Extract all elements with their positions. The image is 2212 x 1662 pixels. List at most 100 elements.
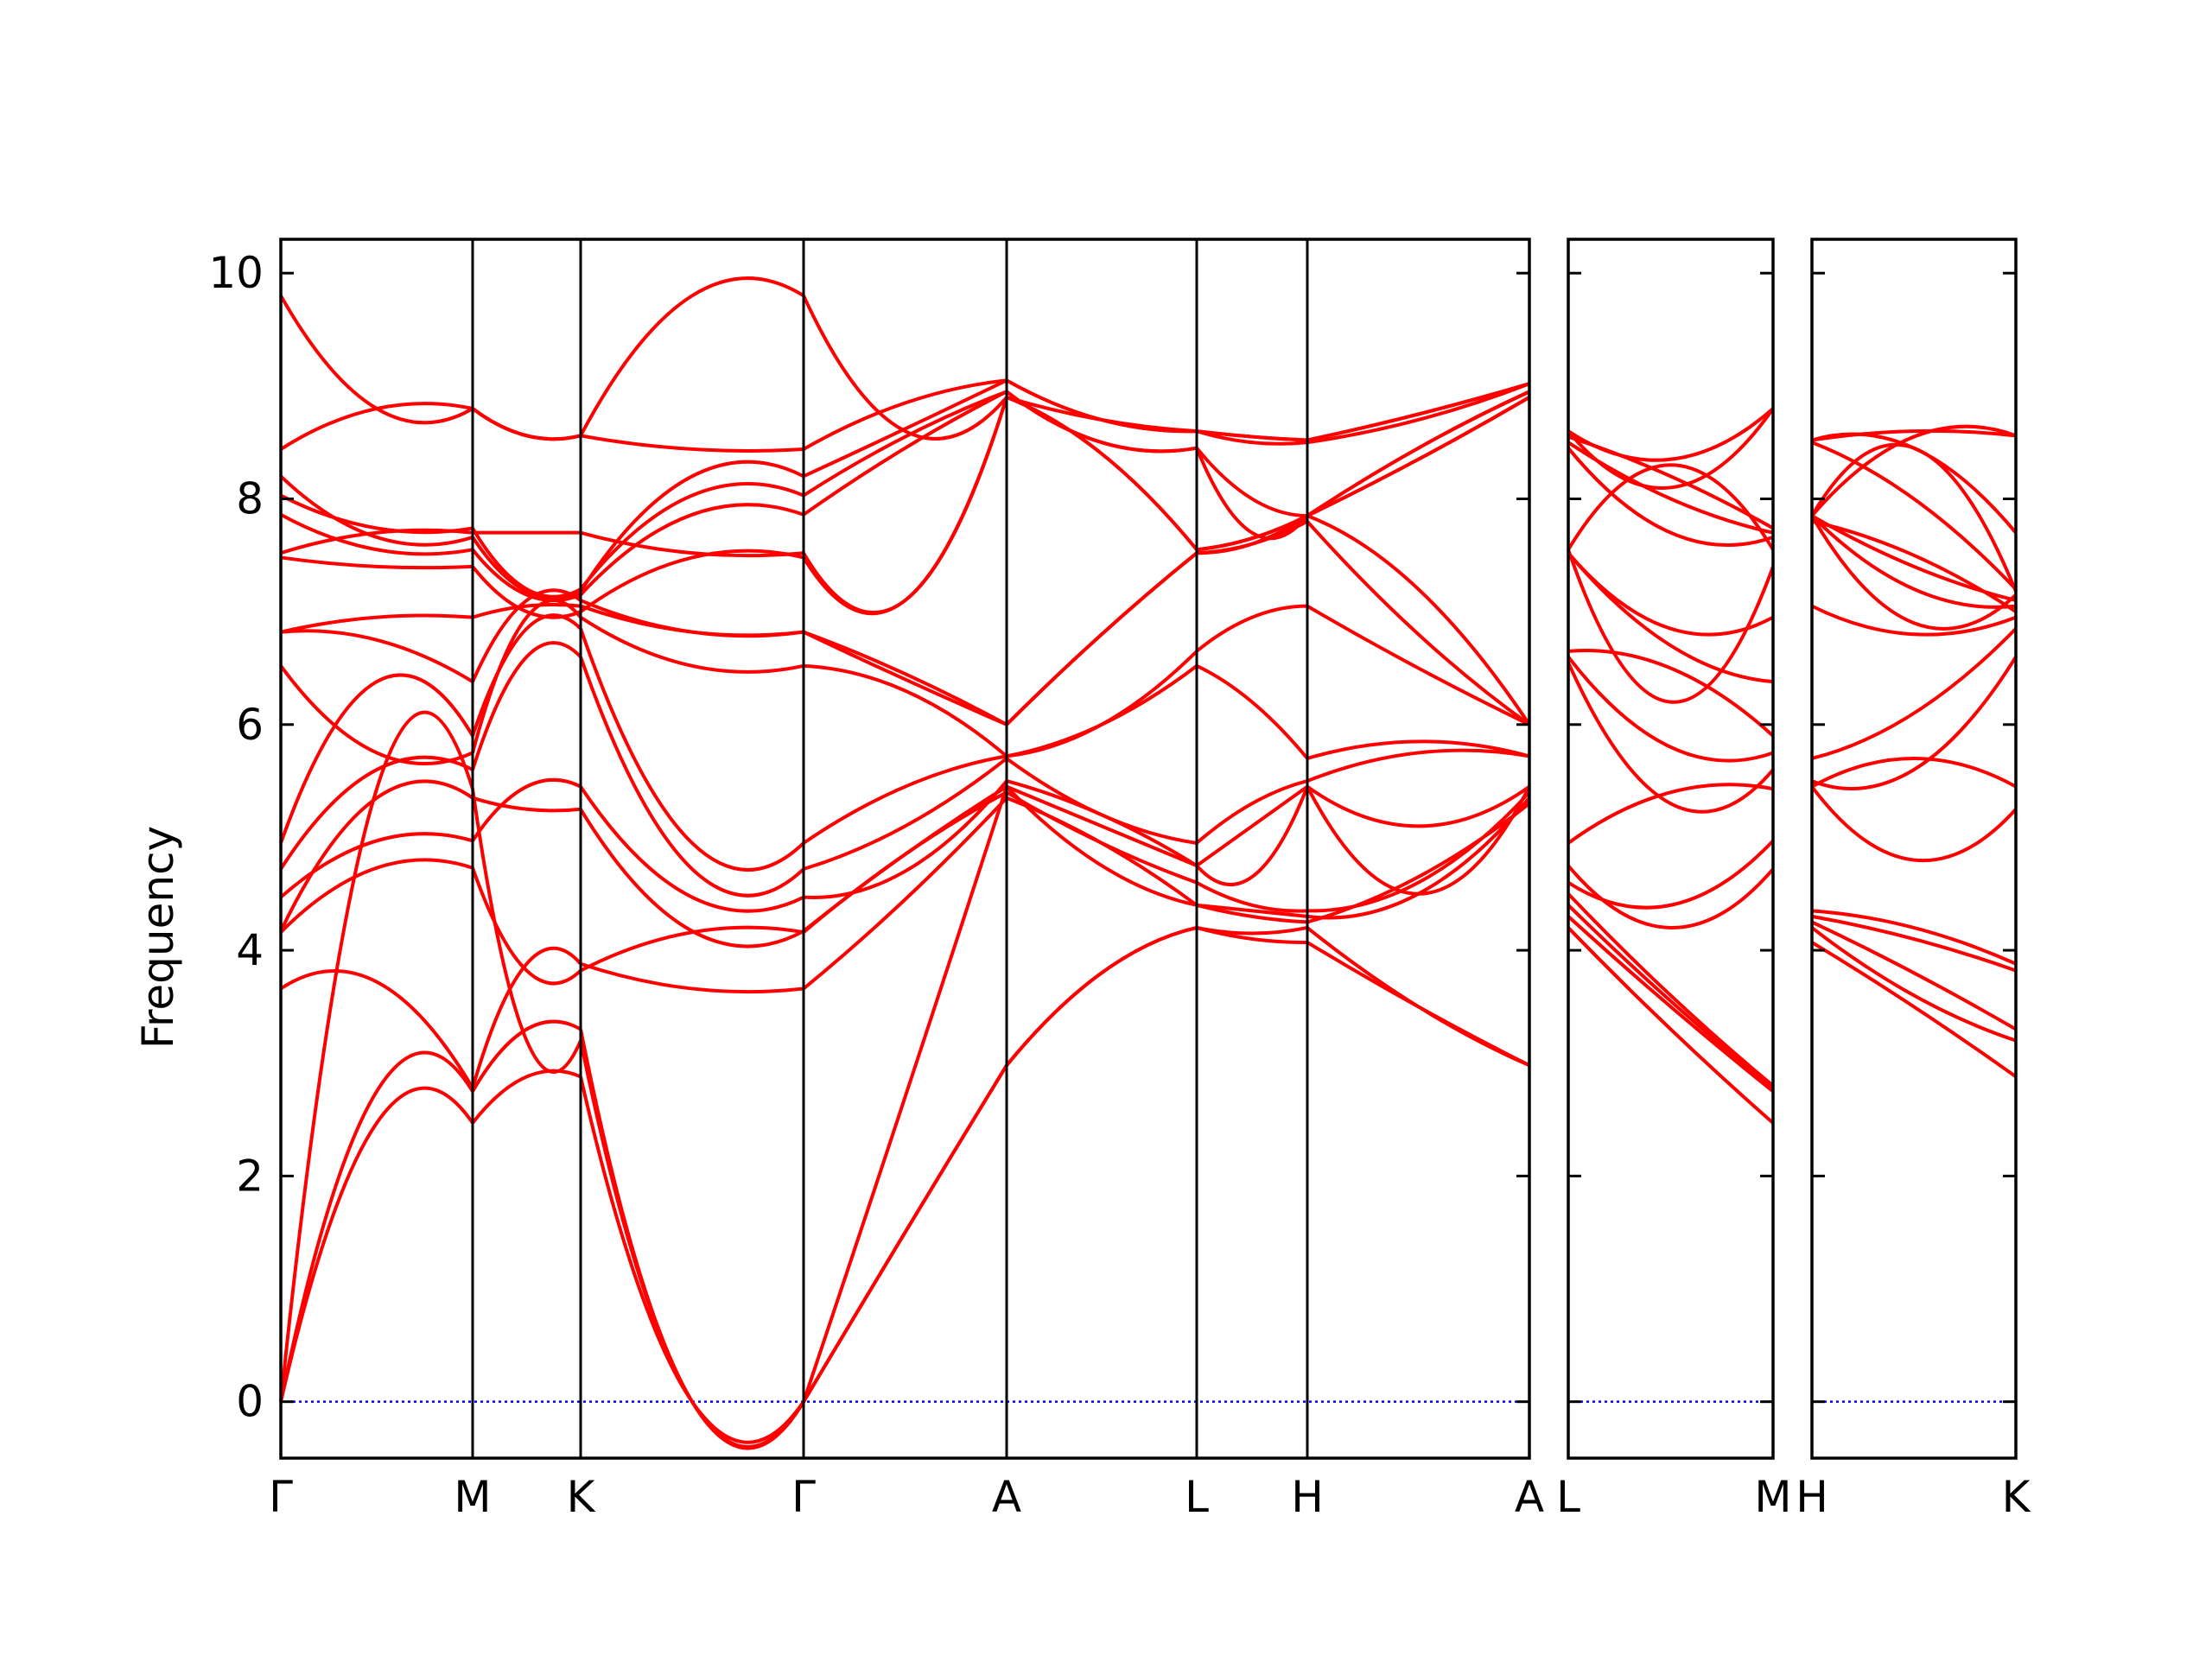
band-line-p1-s7-b19 bbox=[1306, 514, 1531, 726]
band-line-p3-s1-b3 bbox=[1811, 920, 2018, 1031]
x-tick-label: A bbox=[992, 1472, 1021, 1522]
band-line-p1-s1-b16 bbox=[280, 493, 474, 535]
band-line-p1-s7-b8 bbox=[1306, 748, 1530, 783]
band-line-p1-s2-b8 bbox=[471, 641, 582, 771]
x-tick-label: K bbox=[2002, 1472, 2031, 1522]
band-line-p1-s2-b4 bbox=[471, 946, 582, 1089]
y-tick-label: 6 bbox=[236, 700, 264, 750]
band-line-p1-s5-b3 bbox=[1005, 785, 1198, 907]
band-line-p1-s7-b4 bbox=[1306, 796, 1531, 920]
band-line-p1-s3-b1 bbox=[579, 1075, 805, 1444]
band-line-p1-s3-b12 bbox=[580, 604, 804, 638]
band-line-p3-s1-b6 bbox=[1810, 785, 2018, 863]
band-line-p1-s5-b12 bbox=[1005, 551, 1198, 726]
band-line-p1-s3-b2 bbox=[579, 1029, 805, 1450]
band-line-p1-s6-b9 bbox=[1196, 664, 1309, 760]
band-line-p1-s1-b13 bbox=[280, 555, 474, 570]
band-line-p1-s3-b16 bbox=[579, 482, 804, 591]
x-tick-label: K bbox=[567, 1472, 596, 1522]
band-line-p3-s1-b12 bbox=[1810, 514, 2017, 609]
band-line-p1-s7-b6 bbox=[1306, 785, 1531, 896]
band-line-p1-s7-b1 bbox=[1306, 941, 1530, 1068]
band-line-p1-s7-b9 bbox=[1306, 739, 1530, 760]
band-line-p1-s4-b3 bbox=[802, 786, 1008, 1403]
band-line-p1-s6-b4 bbox=[1196, 903, 1308, 918]
band-line-p1-s1-b7 bbox=[279, 832, 474, 899]
band-line-p1-s1-b12 bbox=[280, 613, 474, 634]
band-line-p1-s2-b9 bbox=[471, 613, 582, 737]
band-line-p2-s1-b7 bbox=[1567, 783, 1774, 845]
band-line-p3-s1-b8 bbox=[1811, 656, 2018, 790]
band-line-p3-s1-b4 bbox=[1811, 914, 2017, 973]
band-line-p1-s4-b4 bbox=[802, 796, 1008, 991]
band-line-p2-s1-b2 bbox=[1567, 915, 1775, 1093]
band-line-p1-s1-b6 bbox=[279, 779, 474, 932]
band-line-p1-s1-b17 bbox=[279, 474, 474, 547]
x-tick-label: L bbox=[1185, 1472, 1209, 1522]
band-line-p1-s6-b5 bbox=[1196, 880, 1308, 913]
band-line-p2-s1-b11 bbox=[1567, 551, 1774, 684]
band-line-p2-s1-b14 bbox=[1567, 463, 1775, 551]
band-line-p1-s3-b9 bbox=[579, 628, 805, 872]
band-line-p2-s1-b15 bbox=[1567, 447, 1774, 548]
band-line-p2-s1-b18 bbox=[1567, 407, 1775, 490]
band-line-p1-s1-b5 bbox=[279, 858, 474, 934]
band-line-p1-s5-b16 bbox=[1005, 390, 1198, 454]
band-line-p1-s3-b10 bbox=[579, 615, 804, 674]
band-line-p1-s3-b15 bbox=[579, 503, 804, 596]
band-line-p1-s5-b8 bbox=[1005, 757, 1198, 845]
band-line-p3-s1-b9 bbox=[1811, 627, 2018, 760]
band-line-p2-s1-b1 bbox=[1567, 926, 1775, 1125]
band-line-p1-s6-b19 bbox=[1196, 429, 1308, 442]
band-line-p1-s4-b18 bbox=[803, 378, 1007, 451]
panel-frame bbox=[279, 238, 1531, 1460]
band-line-p1-s2-b1 bbox=[471, 1069, 582, 1125]
band-line-p2-s1-b9 bbox=[1567, 656, 1774, 763]
band-line-p1-s4-b8 bbox=[803, 757, 1008, 871]
x-tick-label: H bbox=[1291, 1472, 1324, 1522]
band-line-p1-s2-b12 bbox=[472, 602, 582, 619]
band-line-p1-s4-b7 bbox=[803, 779, 1008, 900]
x-tick-label: H bbox=[1796, 1472, 1828, 1522]
band-line-p1-s6-b7 bbox=[1195, 785, 1309, 867]
band-line-p1-s4-b6 bbox=[802, 784, 1008, 933]
panel-frame bbox=[1567, 238, 1775, 1460]
band-line-p1-s5-b10 bbox=[1006, 650, 1198, 758]
band-line-p3-s1-b18 bbox=[1811, 428, 2017, 442]
band-line-p1-s7-b18 bbox=[1306, 382, 1530, 442]
band-line-p1-s3-b14 bbox=[580, 530, 804, 558]
band-line-p1-s7-b2 bbox=[1306, 926, 1530, 1068]
band-line-p1-s7-b11 bbox=[1306, 520, 1531, 726]
band-line-p1-s2-b19 bbox=[471, 407, 582, 441]
y-tick-label: 0 bbox=[236, 1377, 264, 1427]
band-line-p2-s1-b6 bbox=[1567, 839, 1775, 910]
band-line-p3-s1-b15 bbox=[1810, 442, 2018, 593]
band-line-p3-s1-b13 bbox=[1810, 514, 2017, 603]
band-line-p2-s1-b8 bbox=[1567, 662, 1775, 814]
band-line-p1-s6-b17 bbox=[1196, 429, 1308, 446]
band-line-p1-s3-b6 bbox=[579, 808, 804, 948]
band-line-p1-s7-b14 bbox=[1306, 390, 1530, 517]
band-line-p2-s1-b13 bbox=[1567, 549, 1775, 704]
band-line-p1-s5-b1 bbox=[1005, 925, 1198, 1067]
band-line-p1-s7-b5 bbox=[1306, 790, 1531, 913]
band-line-p1-s4-b12 bbox=[803, 630, 1007, 726]
band-line-p1-s4-b9 bbox=[802, 754, 1007, 845]
band-line-p2-s1-b5 bbox=[1567, 864, 1775, 929]
band-line-p1-s3-b7 bbox=[579, 785, 804, 913]
band-line-p1-s3-b18 bbox=[580, 434, 804, 453]
band-line-p2-s1-b10 bbox=[1567, 649, 1775, 738]
band-line-p1-s6-b2 bbox=[1196, 925, 1308, 936]
band-line-p3-s1-b2 bbox=[1810, 926, 2017, 1043]
band-line-p1-s7-b7 bbox=[1306, 785, 1531, 828]
band-line-p1-s2-b6 bbox=[472, 796, 582, 813]
x-tick-label: M bbox=[454, 1472, 491, 1522]
band-line-p1-s4-b19 bbox=[802, 295, 1008, 441]
band-line-p1-s7-b3 bbox=[1306, 802, 1531, 924]
band-line-p1-s6-b6 bbox=[1195, 785, 1309, 887]
band-line-p1-s1-b10 bbox=[279, 664, 474, 765]
band-line-p1-s3-b3 bbox=[579, 1040, 805, 1449]
band-line-p1-s2-b7 bbox=[471, 777, 582, 842]
